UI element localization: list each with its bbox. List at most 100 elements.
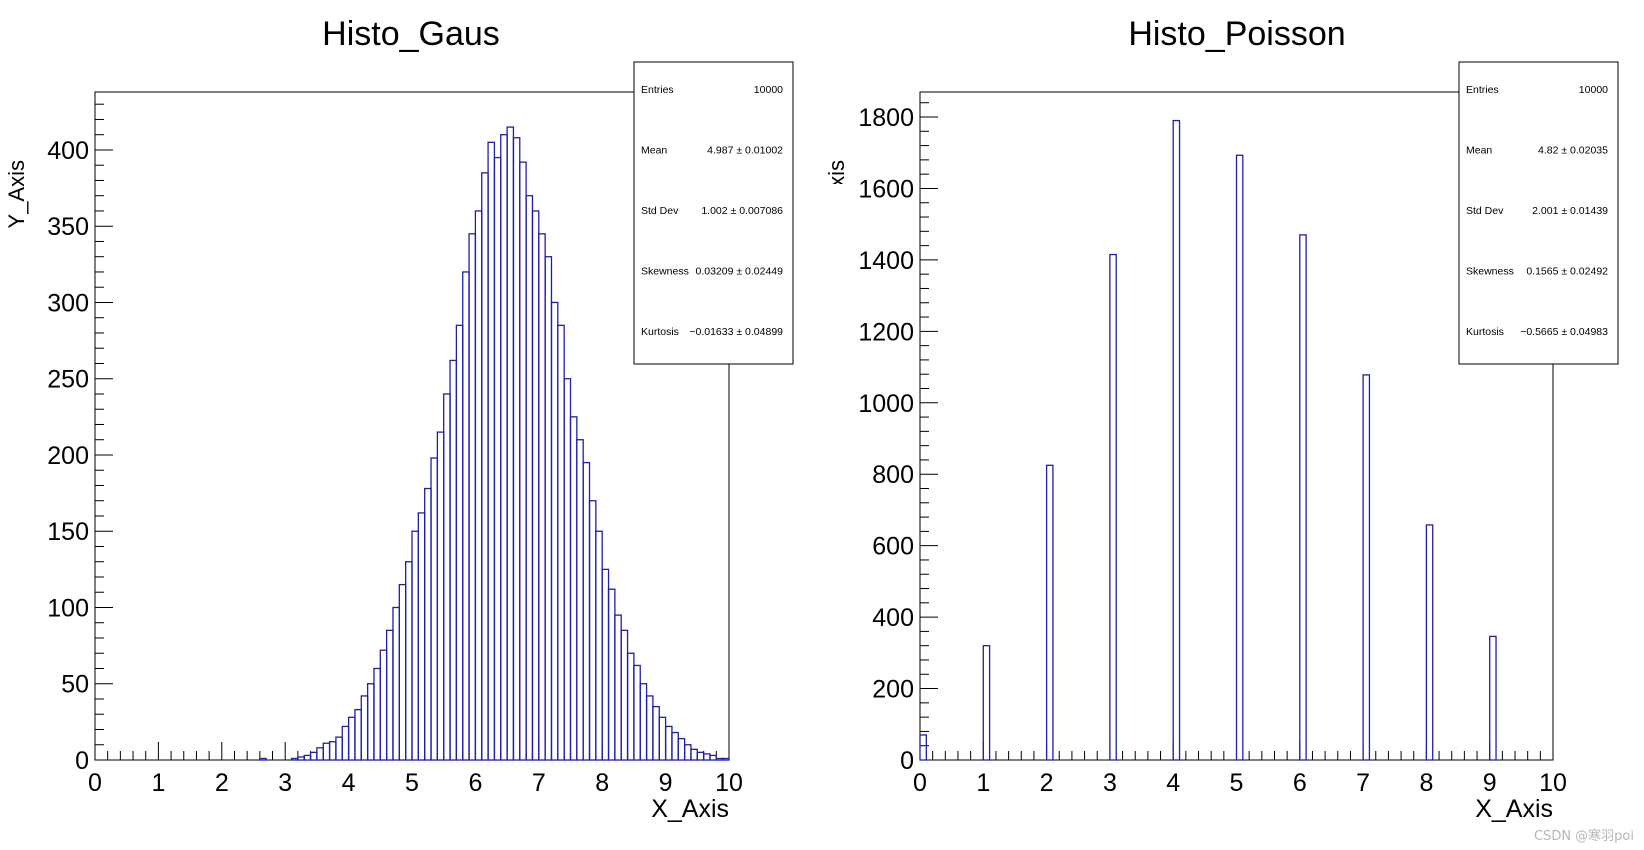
histogram-bin	[582, 461, 591, 761]
y-tick-label: 1800	[858, 104, 914, 132]
x-tick-label: 9	[659, 769, 673, 797]
x-tick-label: 0	[88, 769, 102, 797]
y-tick-label: 300	[47, 289, 89, 317]
x-tick-label: 7	[532, 769, 546, 797]
histogram-bin	[449, 359, 458, 761]
stats-box-frame	[1458, 61, 1619, 365]
histogram-bin	[645, 695, 654, 761]
histogram-bin	[259, 757, 267, 761]
histogram-spike	[982, 645, 991, 761]
histogram-bin	[290, 757, 299, 761]
stats-value: 0.1565 ± 0.02492	[1526, 266, 1608, 278]
histogram-spike	[1235, 154, 1244, 761]
histogram-bin	[392, 606, 400, 761]
x-tick-label: 0	[913, 769, 927, 797]
histogram-spike	[1362, 374, 1371, 761]
stats-value: 10000	[754, 84, 783, 96]
histogram-spike	[1299, 234, 1307, 761]
histogram-spike	[1172, 119, 1181, 761]
x-tick-label: 2	[215, 769, 229, 797]
histogram-bin	[639, 683, 648, 761]
histogram-bin	[512, 137, 521, 761]
histogram-bin	[683, 744, 692, 761]
stats-value: 2.001 ± 0.01439	[1532, 205, 1608, 217]
stats-value: 4.987 ± 0.01002	[707, 145, 783, 157]
x-tick-label: 6	[1293, 769, 1307, 797]
histogram-bin	[341, 725, 350, 761]
stats-label: Skewness	[1466, 266, 1514, 278]
y-tick-label: 600	[872, 533, 914, 561]
y-tick-label: 200	[872, 676, 914, 704]
histogram-bin	[531, 210, 540, 761]
x-tick-label: 5	[1230, 769, 1244, 797]
histogram-bin	[487, 141, 496, 761]
histogram-bin	[525, 195, 534, 761]
histogram-bin	[455, 324, 464, 761]
histogram-bin	[715, 757, 724, 761]
histogram-bin	[614, 614, 622, 761]
y-tick-label: 250	[47, 366, 89, 394]
histogram-bin	[328, 741, 337, 761]
y-axis-label: Y_Axis	[4, 160, 29, 228]
histogram-bin	[576, 439, 584, 761]
stats-label: Mean	[641, 145, 667, 157]
histogram-spike	[1045, 464, 1054, 761]
histogram-bin	[297, 756, 305, 761]
histogram-bin	[481, 172, 489, 761]
stats-label: Kurtosis	[1466, 326, 1504, 338]
x-tick-label: 5	[405, 769, 419, 797]
stats-label: Entries	[1466, 84, 1499, 96]
x-tick-label: 8	[1419, 769, 1433, 797]
stats-label: Mean	[1466, 145, 1492, 157]
histogram-bin	[430, 457, 439, 761]
histogram-bin	[506, 126, 515, 761]
y-tick-label: 350	[47, 213, 89, 241]
histogram-bin	[601, 568, 610, 761]
y-tick-label: 50	[61, 671, 89, 699]
histogram-bin	[557, 324, 565, 761]
histogram-bin	[493, 156, 502, 761]
histogram-bin	[696, 751, 705, 761]
histogram-bin	[424, 487, 432, 761]
x-tick-label: 7	[1356, 769, 1370, 797]
x-tick-label: 2	[1040, 769, 1054, 797]
histogram-bin	[658, 716, 667, 761]
x-tick-label: 1	[151, 769, 165, 797]
watermark-text: CSDN @寒羽poi	[1533, 829, 1634, 844]
stats-label: Std Dev	[1466, 205, 1504, 217]
histogram-bin	[671, 731, 679, 761]
histogram-bin	[620, 629, 629, 761]
histogram-bin	[563, 378, 572, 761]
histogram-bin	[335, 736, 343, 761]
histogram-bin	[443, 393, 451, 761]
stats-label: Skewness	[641, 266, 689, 278]
x-tick-label: 10	[1539, 769, 1567, 797]
histogram-bin	[436, 431, 445, 761]
histogram-bin	[664, 725, 673, 761]
histogram-bin	[690, 748, 698, 761]
stats-box: Entries 10000 Mean 4.987 ± 0.01002 Std Dev 1.…	[633, 61, 794, 365]
stats-label: Entries	[641, 84, 674, 96]
stats-label: Std Dev	[641, 205, 679, 217]
y-tick-label: 400	[47, 137, 89, 165]
histogram-bin	[595, 530, 603, 761]
histogram-bin	[569, 416, 578, 761]
y-tick-label: 100	[47, 594, 89, 622]
histogram-bin	[626, 652, 635, 761]
x-tick-label: 4	[1166, 769, 1180, 797]
histogram-bin	[347, 716, 356, 761]
stats-value: 0.03209 ± 0.02449	[695, 266, 783, 278]
y-tick-label: 400	[872, 604, 914, 632]
x-tick-label: 10	[715, 769, 743, 797]
histogram-bin	[385, 629, 394, 761]
x-tick-label: 4	[342, 769, 356, 797]
x-tick-label: 1	[976, 769, 990, 797]
histogram-bin	[462, 271, 470, 761]
y-tick-label: 150	[47, 518, 89, 546]
chart-title: Histo_Gaus	[322, 15, 500, 53]
x-tick-label: 8	[595, 769, 609, 797]
stats-label: Kurtosis	[641, 326, 679, 338]
histogram-bin	[316, 747, 324, 761]
